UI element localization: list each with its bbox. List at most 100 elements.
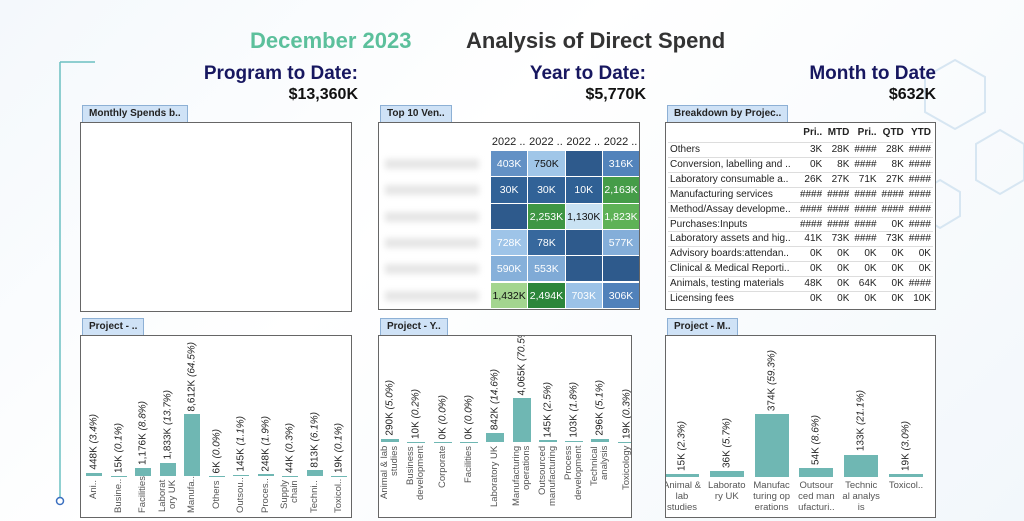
share-label: (3.0%) (900, 420, 912, 451)
value-label-text: 6K (211, 460, 222, 473)
bar (257, 474, 274, 476)
table-cell: #### (827, 218, 850, 230)
table-cell: 0K (918, 263, 931, 275)
cell-label: 78K (537, 236, 556, 249)
share-label: (0.1%) (113, 422, 124, 453)
value-label-text: 248K (260, 447, 271, 472)
heat-cell: 750K (528, 151, 565, 177)
category-label: Facilities (137, 476, 148, 513)
value-label: 1,176K (8.8%) (138, 401, 149, 465)
row-label: Laboratory consumable a.. (670, 173, 789, 185)
value-label: 54K (8.6%) (811, 415, 822, 465)
panel-tab[interactable]: Project - .. (82, 318, 145, 335)
value-label: 103K (1.8%) (569, 382, 580, 438)
heat-cell: 1,823K (602, 203, 639, 229)
value-label: 374K (59.3%) (766, 350, 777, 411)
table-cell: 0K (864, 263, 877, 275)
table-cell: #### (908, 233, 931, 245)
cell-label: 30K (537, 184, 556, 197)
value-label: 248K (1.9%) (260, 416, 271, 472)
panel-tab[interactable]: Project - Y.. (380, 318, 448, 335)
row-line (668, 216, 933, 218)
bar (889, 473, 923, 477)
share-label: (5.7%) (721, 417, 733, 448)
blurred-label (385, 264, 479, 275)
value-label-text: 1,176K (137, 432, 149, 465)
value-label-text: 4,065K (516, 363, 527, 395)
bar (135, 467, 151, 476)
share-label: (2.3%) (676, 421, 688, 451)
share-label: (2.5%) (542, 381, 554, 412)
category-label: Proces.. (259, 478, 271, 513)
project-chart: 15K (2.3%) Animal & lab studies 36K (5.7%)… (665, 335, 936, 518)
kpi-label: Year to Date: (529, 63, 646, 84)
bar (331, 475, 347, 477)
table-cell: #### (908, 278, 931, 290)
category-label: Outsourced manufacturing (536, 446, 558, 507)
table-cell: 10K (913, 293, 931, 304)
category-label: Others (210, 480, 222, 509)
share-label: (13.7%) (162, 390, 173, 426)
row-label: Method/Assay developme.. (670, 203, 791, 215)
cell-label: 1,432K (492, 289, 526, 302)
panel-tab[interactable]: Project - M.. (667, 318, 738, 335)
kpi-label: Program to Date: (203, 63, 358, 84)
row-line (668, 276, 933, 278)
panel-tab[interactable]: Breakdown by Projec.. (667, 105, 789, 122)
table-cell: #### (854, 203, 877, 215)
heat-cell: 30K (528, 177, 565, 203)
bar (666, 474, 699, 477)
value-label-text: 133K (855, 428, 867, 452)
value-label: 15K (0.1%) (113, 423, 124, 473)
category-label: Business development (405, 446, 427, 501)
panel-tab[interactable]: Monthly Spends b.. (82, 105, 188, 122)
heat-cell: 703K (565, 282, 602, 308)
bar (459, 442, 478, 443)
bar (709, 470, 744, 477)
value-label-text: 19K (621, 421, 632, 439)
bar (754, 414, 789, 477)
panel-tab[interactable]: Top 10 Ven.. (380, 105, 452, 122)
share-label: (1.1%) (235, 416, 247, 446)
category-label: Outsour ced man ufacturi.. (798, 480, 835, 513)
category-label: Facilities (462, 446, 474, 483)
heat-cell: 728K (491, 229, 528, 256)
bar (486, 432, 505, 442)
category-label: Toxicol.. (888, 480, 924, 491)
bar (844, 454, 879, 477)
column-header: 2022 .. (603, 136, 638, 148)
category-label: Manufac turing op erations (753, 480, 791, 513)
cell-label: 553K (534, 263, 559, 276)
blurred-label (385, 185, 479, 196)
column-header: Pri.. (857, 127, 877, 138)
heat-cell: 30K (491, 177, 528, 203)
heat-cell: 306K (602, 282, 639, 308)
bar (538, 440, 557, 442)
column-header: YTD (910, 127, 931, 138)
blurred-label (385, 290, 479, 301)
value-label-text: 145K (542, 414, 554, 438)
table-cell: #### (799, 218, 823, 230)
table-cell: #### (908, 188, 931, 200)
bar (591, 438, 610, 442)
cell-label: 1,130K (567, 210, 601, 223)
value-label-text: 842K (489, 406, 501, 430)
category-label: Process development (563, 446, 585, 501)
vendors-panel: 2022 .. 2022 .. 2022 .. 2022 .. 403K 750K 316K… (378, 122, 640, 310)
bar (799, 467, 834, 477)
row-line (668, 261, 933, 263)
value-label: 290K (5.0%) (385, 380, 396, 436)
table-cell: #### (854, 158, 877, 170)
bar (565, 440, 584, 442)
table-cell: 28K (831, 144, 850, 155)
table-cell: #### (908, 203, 931, 215)
table-cell: #### (854, 218, 877, 230)
bar (159, 462, 176, 476)
table-cell: 73K (885, 233, 904, 245)
value-label: 448K (3.4%) (89, 414, 100, 470)
heat-cell: 78K (528, 229, 565, 256)
category-label: Manufacturing operations (510, 446, 532, 507)
row-label: Manufacturing services (670, 188, 773, 200)
cell-label: 2,494K (529, 289, 564, 302)
value-label: 842K (14.6%) (490, 369, 501, 430)
